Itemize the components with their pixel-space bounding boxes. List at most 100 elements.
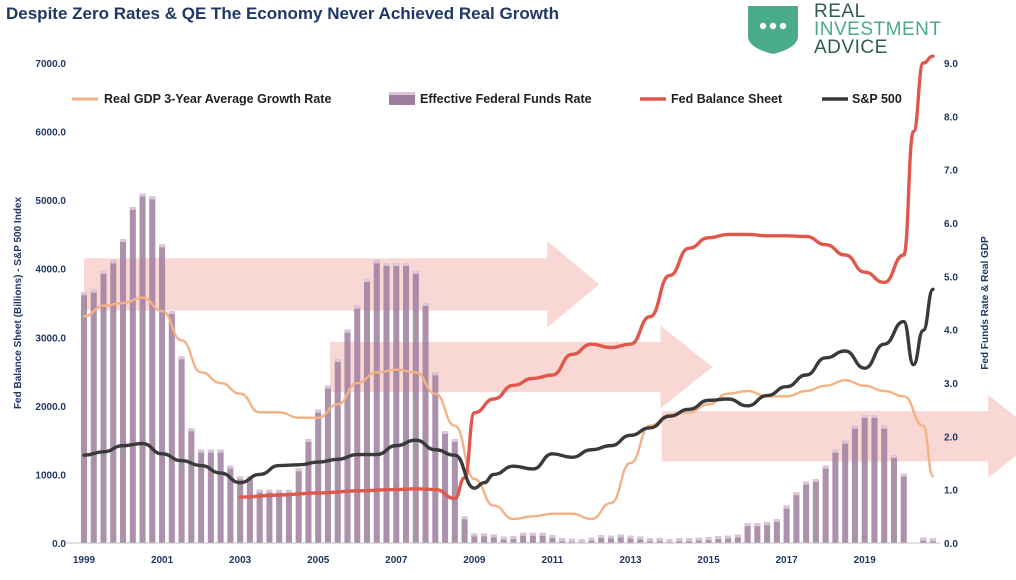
rate-bar-14: [217, 449, 224, 543]
rate-bar-body: [100, 271, 107, 543]
rate-bar-body: [198, 449, 205, 543]
rate-bar-body: [725, 535, 732, 543]
rate-bar-body: [871, 415, 878, 543]
rate-bar-23: [305, 439, 312, 543]
rate-bar-body: [403, 263, 410, 543]
rate-bar-cap: [227, 465, 234, 469]
rate-bar-body: [539, 532, 546, 543]
rate-bar-body: [890, 455, 897, 543]
rate-bar-cap: [100, 271, 107, 274]
rate-bar-body: [120, 239, 127, 543]
rate-bar-cap: [178, 356, 185, 360]
rate-bar-cap: [168, 311, 175, 314]
rate-bar-body: [812, 479, 819, 543]
rate-bar-body: [637, 536, 644, 543]
rate-bar-17: [246, 476, 253, 543]
rate-bar-3: [110, 260, 117, 543]
rate-bar-18: [256, 489, 263, 543]
rate-bar-cap: [900, 473, 907, 477]
rate-bar-body: [773, 519, 780, 543]
rate-bar-cap: [149, 196, 156, 200]
rate-bar-cap: [920, 537, 927, 541]
rate-bar-body: [373, 260, 380, 543]
rate-bar-body: [344, 329, 351, 543]
rate-bar-69: [754, 523, 761, 543]
rate-bar-cap: [295, 468, 302, 472]
rate-bar-body: [207, 449, 214, 543]
series-lines: [82, 54, 935, 521]
rate-bar-cap: [666, 539, 673, 543]
rate-bar-cap: [588, 537, 595, 541]
rate-bar-61: [676, 538, 683, 543]
rate-bar-cap: [315, 409, 322, 413]
rate-bar-28: [354, 305, 361, 543]
rate-bar-cap: [461, 516, 468, 520]
rate-bar-cap: [725, 535, 732, 539]
rate-bar-60: [666, 539, 673, 543]
rate-bar-47: [539, 532, 546, 543]
rate-bar-body: [451, 439, 458, 543]
rate-bar-20: [276, 489, 283, 543]
rate-bar-cap: [129, 207, 136, 210]
rate-bar-cap: [520, 532, 527, 536]
rate-bar-body: [481, 533, 488, 543]
rate-bar-cap: [188, 428, 195, 432]
rate-bar-71: [773, 519, 780, 543]
rate-bar-body: [110, 260, 117, 543]
rate-bar-cap: [207, 449, 214, 453]
rate-bar-cap: [490, 534, 497, 538]
y-axis-left: 0.0 1000.0 2000.0 3000.0 4000.0 5000.0 6000.0 7…: [35, 59, 66, 550]
y-right-tick-6: 6.0: [944, 219, 958, 230]
x-axis: 1999 2001 2003 2005 2007 2009 2011 2013 2015 2017…: [73, 555, 876, 566]
rate-bar-cap: [354, 305, 361, 309]
rate-bar-cap: [90, 289, 97, 293]
y-left-tick-3: 3000.0: [35, 333, 66, 344]
rate-bar-cap: [276, 489, 283, 493]
legend-label-rate: Effective Federal Funds Rate: [420, 92, 592, 106]
fed-funds-bars: [80, 193, 937, 544]
rate-bar-8: [159, 244, 166, 544]
rate-bar-38: [451, 439, 458, 543]
rate-bar-0: [80, 292, 88, 543]
rate-bar-31: [383, 263, 390, 543]
rate-bar-body: [305, 439, 312, 543]
rate-bar-40: [471, 533, 478, 543]
rate-bar-68: [744, 523, 751, 543]
rate-bar-body: [832, 449, 839, 543]
rate-bar-cap: [139, 193, 146, 197]
rate-bar-cap: [598, 535, 605, 538]
rate-bar-4: [120, 239, 127, 543]
speech-bubble-icon: [748, 6, 798, 54]
rate-bar-body: [851, 425, 858, 543]
rate-bar-24: [315, 409, 322, 543]
rate-bar-37: [442, 431, 449, 543]
rate-bar-body: [822, 465, 829, 543]
rate-bar-33: [403, 263, 410, 543]
rate-bar-63: [695, 537, 702, 543]
brand-logo: REAL INVESTMENT ADVICE: [744, 2, 964, 58]
rate-bar-cap: [237, 476, 244, 480]
rate-bar-39: [461, 516, 468, 543]
rate-bar-74: [803, 481, 810, 543]
rate-bar-85: [920, 537, 927, 543]
rate-bar-body: [549, 535, 556, 543]
rate-bar-body: [607, 535, 614, 543]
rate-bar-body: [422, 303, 429, 543]
rate-bar-27: [344, 329, 351, 543]
rate-bar-body: [734, 534, 741, 543]
rate-bar-cap: [705, 537, 712, 541]
rate-bar-body: [412, 271, 419, 543]
rate-bar-body: [598, 535, 605, 543]
rate-bar-body: [129, 207, 136, 543]
rate-bar-44: [510, 536, 517, 543]
y-right-tick-2: 2.0: [944, 432, 958, 443]
y-axis-left-label: Fed Balance Sheet (Billions) - S&P 500 I…: [13, 197, 24, 410]
rate-bar-26: [334, 359, 341, 543]
rate-bar-cap: [881, 425, 888, 429]
rate-bar-cap: [656, 538, 663, 542]
rate-bar-7: [149, 196, 156, 544]
trend-arrow-3: [661, 394, 1016, 478]
rate-bar-cap: [266, 489, 273, 493]
rate-bar-cap: [851, 425, 858, 429]
y-right-tick-4: 4.0: [944, 326, 958, 337]
